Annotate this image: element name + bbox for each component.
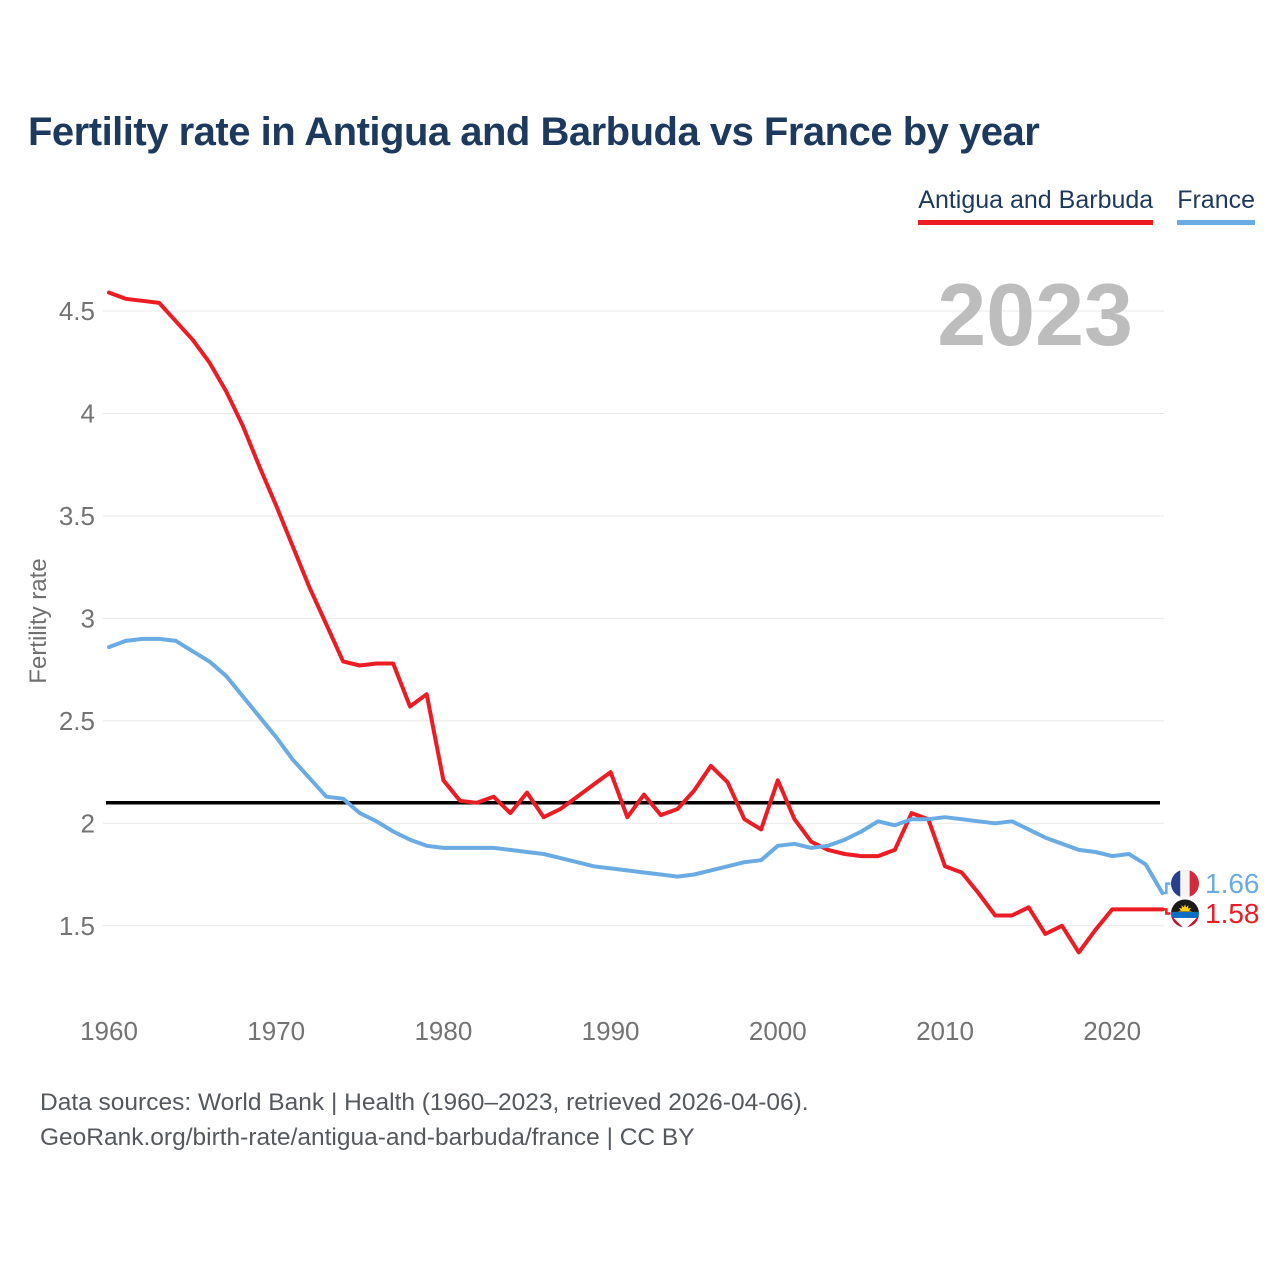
y-tick-label: 3: [81, 603, 95, 633]
legend: Antigua and Barbuda France: [918, 186, 1255, 225]
y-tick-label: 2: [81, 808, 95, 838]
y-tick-label: 4: [81, 399, 95, 429]
watermark-year: 2023: [937, 265, 1133, 364]
end-connector-france: [1162, 882, 1171, 895]
flag-icon-france: [1171, 869, 1199, 898]
series-line-antigua-and-barbuda: [107, 290, 1165, 955]
end-value-label-antigua-and-barbuda: 1.58: [1205, 898, 1260, 929]
end-value-label-france: 1.66: [1205, 868, 1260, 899]
end-connector-antigua-and-barbuda: [1162, 908, 1171, 915]
series-line-france: [107, 636, 1165, 895]
footer-attribution: GeoRank.org/birth-rate/antigua-and-barbu…: [40, 1124, 695, 1151]
x-tick-label: 1980: [414, 1016, 472, 1046]
x-tick-label: 1970: [247, 1016, 305, 1046]
legend-item-antigua-and-barbuda[interactable]: Antigua and Barbuda: [918, 186, 1154, 225]
y-tick-label: 3.5: [59, 501, 95, 531]
y-tick-label: 4.5: [59, 296, 95, 326]
x-tick-label: 2010: [916, 1016, 974, 1046]
footer-data-sources: Data sources: World Bank | Health (1960–…: [40, 1089, 809, 1116]
x-tick-label: 2000: [749, 1016, 807, 1046]
x-tick-label: 1990: [582, 1016, 640, 1046]
x-tick-label: 1960: [80, 1016, 138, 1046]
page-title: Fertility rate in Antigua and Barbuda vs…: [28, 110, 1040, 154]
footer: Data sources: World Bank | Health (1960–…: [40, 1085, 809, 1155]
x-tick-label: 2020: [1083, 1016, 1141, 1046]
y-tick-label: 1.5: [59, 911, 95, 941]
y-tick-label: 2.5: [59, 706, 95, 736]
flag-icon-antigua-and-barbuda: [1171, 899, 1199, 928]
legend-item-france[interactable]: France: [1177, 186, 1255, 225]
